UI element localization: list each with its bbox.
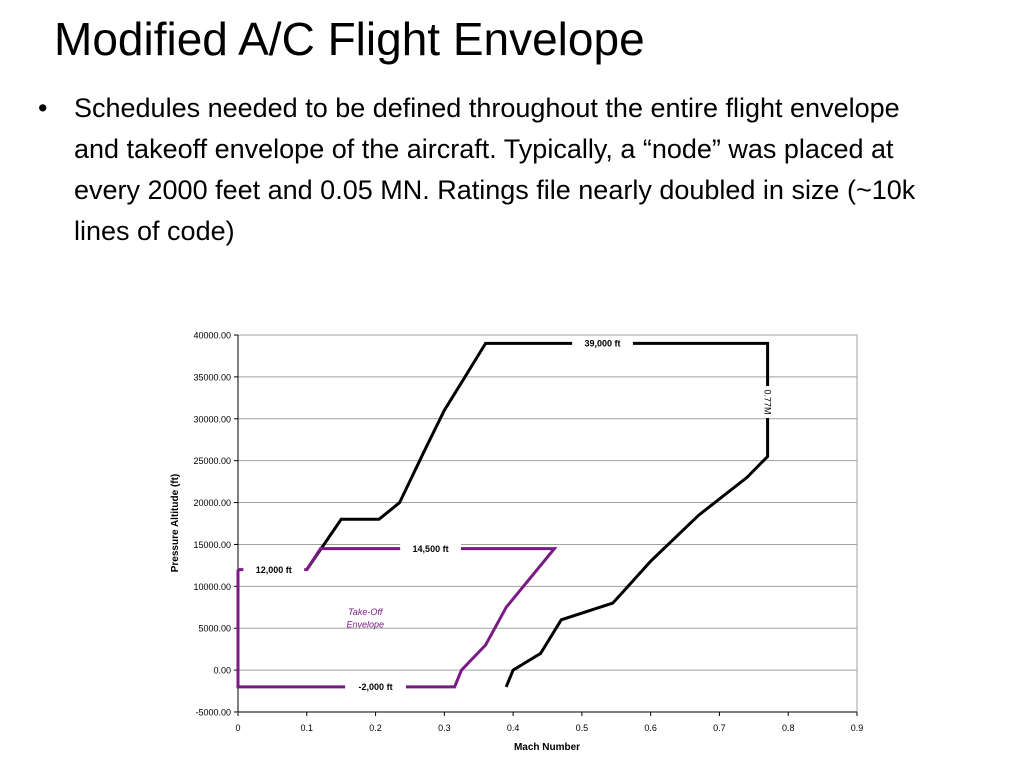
x-tick-label: 0: [235, 723, 240, 733]
y-tick-label: 10000.00: [193, 582, 231, 592]
flight-envelope-line: [305, 341, 770, 688]
axes: -5000.00 0.00 5000.00 10000.00 15000.00 20000…: [193, 331, 863, 734]
annotation-label: 0.77M: [763, 390, 773, 415]
annotation-label: Take-Off: [348, 607, 384, 617]
y-tick-label: 40000.00: [193, 331, 231, 341]
x-tick-label: 0.6: [644, 723, 657, 733]
annotation-label: 12,000 ft: [256, 565, 292, 575]
y-tick-label: 35000.00: [193, 372, 231, 382]
series: [236, 341, 770, 689]
y-tick-label: 30000.00: [193, 414, 231, 424]
annotation-box: [400, 541, 461, 556]
annotation-label: 39,000 ft: [585, 339, 621, 349]
y-tick-label: 5000.00: [198, 624, 231, 634]
annotations: 39,000 ft 14,500 ft 12,000 ft -2,000 ft 0.77…: [243, 336, 773, 694]
annotation-label: -2,000 ft: [359, 682, 393, 692]
x-tick-label: 0.5: [576, 723, 589, 733]
x-tick-label: 0.9: [851, 723, 864, 733]
x-tick-label: 0.1: [301, 723, 314, 733]
y-tick-label: 25000.00: [193, 456, 231, 466]
annotation: Envelope: [346, 619, 384, 629]
y-tick-label: 15000.00: [193, 540, 231, 550]
annotation-label: Envelope: [346, 619, 384, 629]
annotation-box: [345, 679, 406, 694]
y-tick-label: 20000.00: [193, 498, 231, 508]
annotation-box: [572, 336, 633, 351]
x-tick-label: 0.8: [782, 723, 795, 733]
annotation: Take-Off: [348, 607, 384, 617]
y-axis-label: Pressure Altitude (ft): [170, 474, 181, 573]
annotation-label: 14,500 ft: [413, 544, 449, 554]
annotation: 12,000 ft: [243, 562, 305, 577]
x-tick-label: 0.4: [507, 723, 520, 733]
annotation: -2,000 ft: [345, 679, 406, 694]
slide-title: Modified A/C Flight Envelope: [54, 13, 645, 65]
x-tick-label: 0.2: [369, 723, 382, 733]
bullet-dot: •: [38, 93, 48, 123]
annotation: 39,000 ft: [572, 336, 633, 351]
y-tick-label: -5000.00: [195, 708, 231, 718]
x-axis-label: Mach Number: [514, 742, 580, 753]
annotation: 14,500 ft: [400, 541, 461, 556]
y-tick-label: 0.00: [213, 666, 231, 676]
annotation-box: [243, 562, 305, 577]
bullet-text: Schedules needed to be defined throughou…: [74, 93, 916, 246]
x-tick-label: 0.7: [713, 723, 726, 733]
x-tick-label: 0.3: [438, 723, 451, 733]
annotation: 0.77M: [762, 386, 773, 419]
annotation-box: [762, 386, 773, 419]
